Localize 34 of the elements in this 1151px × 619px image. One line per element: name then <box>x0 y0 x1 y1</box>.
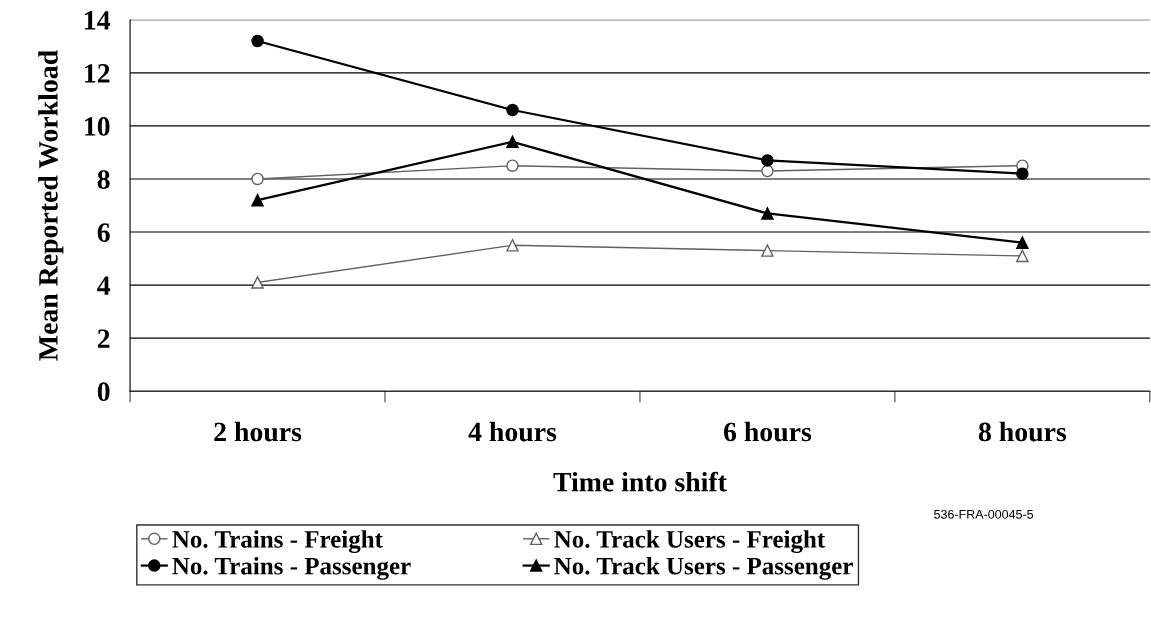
x-tick-label: 2 hours <box>214 421 302 442</box>
point <box>761 207 774 220</box>
y-tick-label: 12 <box>85 64 110 83</box>
legend-label: No. Track Users - Passenger <box>554 556 853 580</box>
x-axis-title: Time into shift <box>553 471 727 492</box>
point <box>1016 167 1029 180</box>
y-tick-label: 4 <box>97 276 111 295</box>
point <box>506 135 519 149</box>
point <box>761 244 774 257</box>
point <box>251 276 264 289</box>
y-tick-label: 8 <box>97 170 110 189</box>
point <box>506 239 519 252</box>
x-tick-label: 8 hours <box>978 421 1067 442</box>
legend-label: No. Trains - Freight <box>172 530 383 554</box>
y-tick-label: 10 <box>85 117 110 136</box>
point <box>1016 249 1029 263</box>
y-tick-label: 14 <box>85 11 111 30</box>
text: 536-FRA-00045-5 <box>934 509 1034 519</box>
point <box>1016 236 1029 249</box>
point <box>251 172 264 186</box>
y-tick-label: 0 <box>97 382 110 402</box>
point <box>761 154 774 167</box>
legend-label: No. Trains - Passenger <box>172 556 411 580</box>
point <box>251 193 264 207</box>
y-axis-title: Mean Reported Workload <box>38 50 64 361</box>
point <box>506 103 519 117</box>
x-tick-label: 4 hours <box>468 421 557 442</box>
y-tick-label: 6 <box>97 223 110 242</box>
legend-label: No. Track Users - Freight <box>554 530 826 554</box>
y-tick-label: 2 <box>97 329 110 348</box>
point <box>251 34 264 48</box>
point <box>761 164 774 178</box>
x-tick-label: 6 hours <box>724 421 812 442</box>
point <box>506 159 519 172</box>
